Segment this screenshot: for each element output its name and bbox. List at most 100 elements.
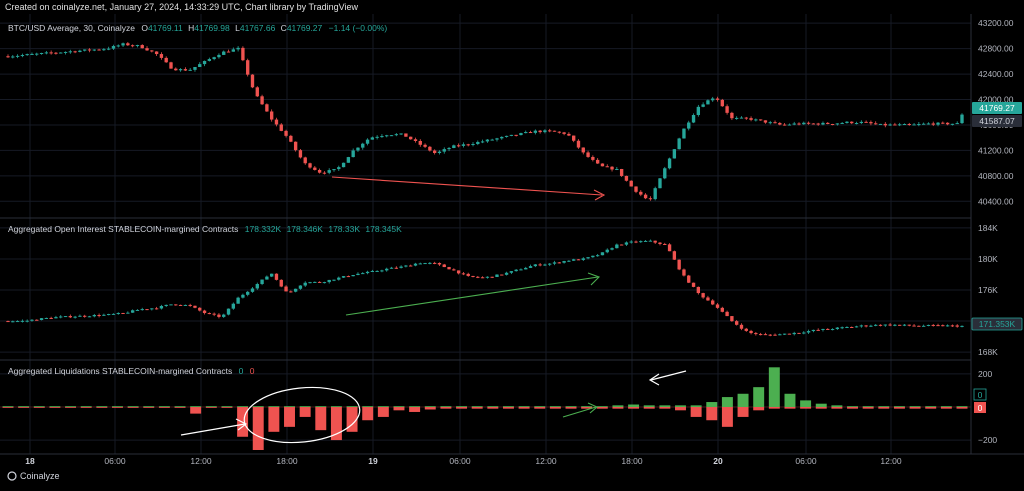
candle-body [265,276,269,280]
candle-body [289,291,293,293]
candle-body [624,242,629,245]
candle-body [30,319,34,321]
liq-long-bar [815,407,827,409]
liq-long-bar [252,407,264,450]
candle-body [893,324,897,326]
candle-body [792,123,796,125]
annotation-red-arrow [331,176,606,201]
candle-body [341,162,346,168]
candle-body [725,311,729,317]
candle-body [121,43,125,46]
candle-body [696,106,701,116]
candle-body [255,87,259,97]
time-axis[interactable]: 18 06:00 12:00 18:00 19 06:00 12:00 18:00 20 06:0… [25,456,902,466]
price-secondary-badge: 41587.07 [972,115,1022,127]
candle-body [874,324,878,326]
candle-body [490,139,494,141]
candle-body [548,263,552,265]
candle-body [102,314,106,316]
candle-body [423,144,427,147]
candle-body [437,151,442,154]
candle-body [658,178,662,189]
candle-body [399,266,403,268]
axis-tick-label: 40400.00 [978,196,1014,206]
candle-body [634,241,638,243]
candle-body [711,98,715,101]
candle-body [140,309,144,311]
liq-short-bar [299,406,311,407]
candle-body [35,53,39,55]
candle-body [250,74,255,88]
liq-short-bar [252,406,264,407]
axis-tick-label: 43200.00 [978,18,1014,28]
candle-body [576,259,581,261]
chart-area[interactable]: BTC/USD Average, 30, Coinalyze O41769.11… [0,14,1024,486]
candle-body [639,191,643,195]
liq-long-bar [628,407,640,409]
liq-long-bar [65,407,77,408]
candle-body [116,45,120,47]
liq-short-bar [549,406,561,407]
candle-body [941,122,945,124]
liq-long-bar [675,407,686,411]
candle-body [850,327,854,329]
liq-axis[interactable]: 200 −200 [978,369,997,445]
candle-body [562,261,566,263]
axis-tick-label: 200 [978,369,992,379]
axis-tick-label: 40800.00 [978,171,1014,181]
candle-body [931,324,935,326]
candle-body [83,315,87,317]
candle-body [739,324,744,329]
candle-body [385,135,389,137]
liq-short-bar [534,406,546,407]
liq-short-badge: 0 [974,402,986,413]
time-tick-label: 12:00 [880,456,902,466]
candle-body [437,262,442,265]
candle-body [322,172,327,174]
candle-body [830,329,835,331]
candle-body [246,291,250,295]
candle-body [231,303,235,309]
candle-body [758,334,763,336]
candle-body [250,288,255,292]
liq-short-bar [471,406,483,407]
candle-body [821,328,825,330]
candle-body [54,52,58,54]
candle-body [365,139,370,144]
candle-body [121,312,125,314]
candle-body [274,119,279,125]
liq-long-bar [456,407,468,409]
liq-long-bar [377,407,389,417]
candle-body [514,269,518,272]
candle-body [950,123,955,125]
candle-body [49,52,53,54]
candle-body [279,279,283,287]
candle-body [317,169,322,173]
candle-body [361,143,365,148]
candle-body [370,137,375,140]
liq-short-bar [487,406,499,407]
candle-body [154,51,159,55]
candle-body [955,325,959,327]
axis-tick-label: 168K [978,347,998,357]
candle-body [706,297,710,301]
candle-body [912,325,916,327]
candle-body [106,314,111,316]
candle-body [73,316,77,318]
candle-body [893,124,897,126]
time-tick-label: 12:00 [535,456,557,466]
candle-body [619,168,624,176]
candle-body [960,325,964,327]
candle-body [442,149,446,152]
candle-body [782,124,787,126]
candle-body [878,123,883,125]
candle-body [595,159,600,164]
candle-body [217,314,221,317]
liq-short-bar [284,406,295,407]
candle-body [169,62,173,69]
candle-body [682,128,686,139]
candle-body [735,321,739,325]
chart-svg[interactable]: BTC/USD Average, 30, Coinalyze O41769.11… [0,14,1024,486]
candle-body [917,124,921,126]
candle-body [739,117,744,119]
